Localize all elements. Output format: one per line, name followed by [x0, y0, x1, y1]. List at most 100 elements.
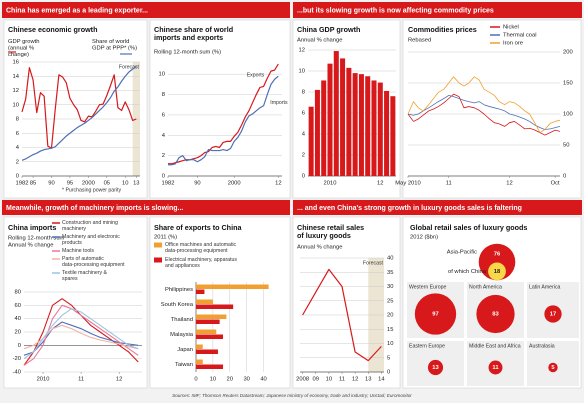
y-tick-label: 0	[16, 174, 19, 180]
bar	[365, 76, 371, 176]
legend-label: GDP growth (annual % change)	[8, 39, 39, 58]
footnote: * Purchasing power parity	[62, 187, 122, 193]
legend-label: Electrical machinery, apparatus and appli…	[165, 257, 237, 269]
text-line: Share of world	[92, 39, 129, 45]
x-tick-label: Oct	[551, 181, 560, 187]
text-line: Chinese share of world	[154, 25, 233, 34]
chart-title: Chinese economic growth	[8, 25, 97, 34]
x-tick-label: 30	[243, 377, 249, 383]
chart-title: Chinese retail sales of luxury goods	[297, 223, 364, 240]
y-tick-label: 10	[299, 69, 305, 75]
banner-bg	[293, 200, 582, 215]
text-line: products	[62, 240, 82, 246]
series-line	[168, 75, 279, 166]
x-tick-label: 13	[133, 181, 139, 187]
banner-bg	[2, 200, 290, 215]
legend-label: Parts of automatic data-processing equipm…	[62, 256, 125, 268]
y-tick-label: 2	[162, 153, 165, 159]
category-label: South Korea	[161, 302, 194, 308]
legend-label: Construction and mining machinery	[62, 220, 118, 232]
chart-title: Share of exports to China	[154, 223, 242, 232]
bar	[333, 51, 339, 176]
region-label: Eastern Europe	[409, 343, 445, 349]
bar	[321, 80, 327, 176]
annotation: Forecast	[363, 260, 384, 266]
x-tick-label: 12	[377, 181, 383, 187]
y-tick-label: 20	[387, 313, 393, 319]
panel	[149, 19, 291, 199]
category-label: Philippines	[165, 287, 193, 293]
chart-subtitle: Annual % change	[297, 245, 342, 251]
y-tick-label: 4	[302, 132, 306, 138]
y-tick-label: 12	[299, 48, 305, 54]
y-tick-label: 20	[15, 330, 21, 336]
y-tick-label: 6	[162, 112, 165, 118]
bubble	[488, 262, 506, 281]
bar	[308, 106, 314, 176]
x-tick-label: 10	[326, 377, 332, 383]
source: Sources: IMF; Thomson Reuters Datastream…	[172, 393, 412, 398]
legend-label: Textile machinery & spares	[62, 270, 108, 282]
text-line: machinery	[62, 226, 86, 232]
y-tick-label: 35	[387, 270, 393, 276]
bar	[352, 73, 358, 176]
x-tick-label: 10	[210, 377, 216, 383]
category-label: Thailand	[171, 317, 193, 323]
bar	[196, 284, 269, 289]
y-tick-label: 150	[563, 81, 573, 87]
y-tick-label: 8	[302, 90, 305, 96]
bar	[196, 344, 203, 349]
y-tick-label: 100	[563, 112, 573, 118]
y-tick-label: 10	[159, 72, 165, 78]
y-tick-label: -20	[13, 356, 21, 362]
region-label: Asia-Pacific	[447, 250, 477, 256]
banner-bg	[293, 2, 582, 18]
legend-label: Iron ore	[503, 41, 523, 47]
bubble-value: 11	[492, 365, 499, 371]
bar	[196, 289, 205, 294]
text-line: data-processing equipment	[165, 248, 228, 254]
text-line: GDP at PPP* (%)	[92, 45, 137, 51]
bubble-value: 17	[550, 312, 556, 318]
y-tick-label: 2	[16, 159, 19, 165]
chart-subtitle: Annual % change	[297, 38, 342, 44]
y-tick-label: 6	[302, 111, 305, 117]
x-tick-label: 09	[313, 377, 319, 383]
category-label: Malaysia	[170, 332, 194, 338]
bar	[384, 90, 390, 176]
x-tick-label: 2010	[324, 181, 337, 187]
x-tick-label: May 2010	[395, 181, 420, 187]
y-tick-label: 0	[387, 370, 390, 376]
x-tick-label: 0	[194, 377, 197, 383]
y-tick-label: 50	[563, 143, 569, 149]
bar	[196, 329, 217, 334]
chart-subtitle: Rolling 12-month sum (%)	[154, 50, 221, 56]
bar	[196, 314, 227, 319]
region-label: North America	[469, 284, 502, 290]
y-tick-label: 0	[302, 174, 305, 180]
bar	[358, 74, 364, 176]
series-line	[407, 93, 561, 136]
chart-subtitle: 2012 ($bn)	[410, 235, 438, 241]
y-tick-label: 8	[162, 92, 165, 98]
region-label: Australasia	[529, 343, 555, 349]
x-tick-label: 14	[378, 377, 385, 383]
region-label: of which China	[448, 269, 487, 275]
x-tick-label: 2000	[82, 181, 95, 187]
x-tick-label: 90	[48, 181, 54, 187]
y-tick-label: 60	[15, 303, 21, 309]
region-label: Western Europe	[409, 284, 447, 290]
chart-subtitle: Rebased	[408, 38, 431, 44]
bar	[196, 319, 220, 324]
text-line: and appliances	[165, 263, 200, 269]
panel	[402, 19, 582, 199]
legend-label: Nickel	[503, 25, 519, 31]
y-tick-label: 6	[16, 131, 19, 137]
bubble-value: 5	[551, 365, 555, 371]
x-tick-label: 11	[78, 377, 84, 383]
y-tick-label: 8	[16, 117, 19, 123]
series-line	[23, 308, 139, 360]
bar	[196, 304, 234, 309]
series-label: Exports	[247, 73, 265, 79]
